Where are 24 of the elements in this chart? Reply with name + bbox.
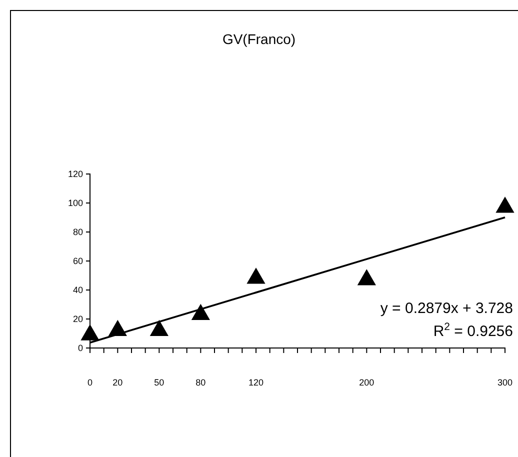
y-tick-label: 20: [72, 314, 83, 324]
y-tick-label: 80: [72, 226, 83, 237]
x-tick-label: 50: [154, 377, 164, 388]
annotation: R$^{2}$ = 0.9256: [433, 321, 513, 340]
point: [150, 320, 168, 336]
point: [246, 268, 266, 284]
y-tick-label: 60: [72, 256, 83, 266]
y-tick-label: 100: [68, 198, 83, 208]
y-tick-label: 120: [68, 168, 83, 179]
y-tick-label: 40: [72, 284, 83, 295]
point: [496, 196, 514, 213]
x-tick-label: 0: [87, 377, 93, 388]
point: [191, 304, 210, 320]
x-tick-label: 120: [248, 377, 264, 388]
x-tick-label: 200: [359, 377, 374, 388]
x-tick-label: 20: [112, 377, 123, 388]
x-tick-label: 300: [497, 377, 513, 388]
annotation: y = 0.2879x + 3.728: [380, 300, 513, 317]
x-tick-label: 80: [196, 377, 206, 388]
point: [357, 269, 376, 286]
chart-title: GV(Franco): [222, 31, 296, 47]
point: [108, 320, 127, 336]
y-tick-label: 0: [78, 342, 83, 353]
point: [80, 324, 100, 340]
